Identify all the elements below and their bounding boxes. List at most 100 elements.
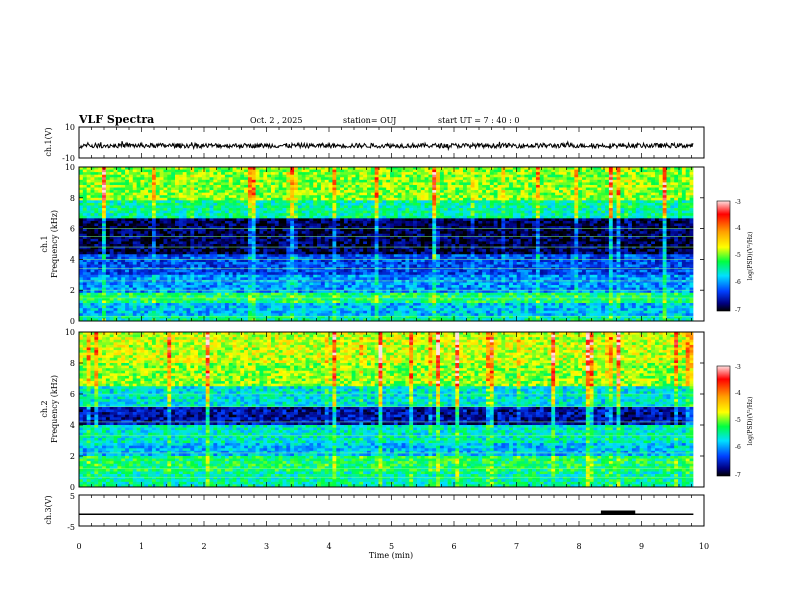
ch1-spec-cell bbox=[505, 182, 510, 186]
ch1-spec-cell bbox=[140, 231, 145, 235]
ch1-spec-cell bbox=[455, 167, 460, 170]
ch1-spec-cell bbox=[221, 220, 226, 224]
ch1-spec-cell bbox=[631, 220, 637, 224]
ch1-spec-cell bbox=[535, 205, 541, 209]
ch1-spec-cell bbox=[562, 208, 567, 211]
ch1-spec-cell bbox=[558, 174, 564, 178]
ch1-spec-cell bbox=[232, 244, 237, 247]
ch1-spec-cell bbox=[532, 233, 537, 237]
ch1-spec-cell bbox=[286, 187, 291, 191]
ch1-spec-cell bbox=[455, 210, 460, 214]
ch1-spec-cell bbox=[113, 192, 118, 196]
ch1-spec-cell bbox=[443, 200, 448, 204]
ch1-spec-cell bbox=[455, 200, 460, 204]
ch1-spec-cell bbox=[274, 167, 279, 170]
ch1-spec-cell bbox=[451, 238, 456, 242]
ch1-spec-cell bbox=[497, 187, 502, 191]
ch1-spec-cell bbox=[685, 208, 690, 211]
ch1-spec-cell bbox=[259, 187, 264, 191]
ch1-spec-cell bbox=[167, 231, 172, 235]
ch1-ytick-top: 10 bbox=[65, 123, 75, 132]
ch1-spec-cell bbox=[336, 172, 341, 175]
ch1-spec-cell bbox=[489, 179, 494, 183]
ch1-spec-cell bbox=[670, 197, 675, 201]
ch1-spec-cell bbox=[532, 187, 537, 191]
ch1-spec-cell bbox=[163, 246, 168, 250]
ch1-spec-cell bbox=[182, 197, 187, 201]
ch1-spec-cell bbox=[447, 182, 452, 186]
ch1-spec-cell bbox=[616, 169, 621, 173]
ch1-spec-cell bbox=[167, 182, 172, 186]
ch1-spec-cell bbox=[263, 177, 268, 181]
ch1-spec-cell bbox=[478, 177, 483, 181]
ch1-spec-cell bbox=[128, 226, 134, 229]
ch1-spec-cell bbox=[251, 215, 256, 219]
ch1-spec-cell bbox=[520, 182, 525, 186]
ch1-spec-cell bbox=[113, 226, 118, 229]
ch1-spec-cell bbox=[547, 241, 552, 245]
ch1-spec-cell bbox=[455, 226, 460, 229]
ch1-spec-cell bbox=[685, 172, 690, 175]
ch1-spec-cell bbox=[255, 187, 260, 191]
ch1-spec-cell bbox=[639, 205, 644, 209]
ch1-spec-cell bbox=[535, 241, 541, 245]
ch1-spec-cell bbox=[647, 231, 652, 235]
ch1-spec-cell bbox=[347, 220, 352, 224]
ch1-spec-cell bbox=[102, 184, 107, 188]
ch1-spec-cell bbox=[520, 190, 525, 193]
ch1-spec-cell bbox=[121, 246, 126, 250]
ch1-spec-cell bbox=[405, 238, 410, 242]
ch1-spec-cell bbox=[378, 208, 383, 211]
ch1-spec-cell bbox=[117, 210, 122, 214]
ch1-spec-cell bbox=[420, 177, 425, 181]
ch1-spec-cell bbox=[340, 220, 345, 224]
ch1-spec-cell bbox=[551, 218, 556, 222]
ch1-spec-cell bbox=[520, 172, 525, 175]
ch1-spec-cell bbox=[278, 213, 283, 217]
ch1-spec-cell bbox=[466, 177, 471, 181]
ch1-spec-cell bbox=[224, 182, 230, 186]
ch1-spec-cell bbox=[558, 218, 564, 222]
ch1-spec-cell bbox=[420, 172, 425, 175]
ch1-spec-cell bbox=[90, 179, 95, 183]
ch1-spec-cell bbox=[317, 233, 322, 237]
ch1-spec-cell bbox=[416, 223, 422, 227]
ch1-spec-cell bbox=[282, 208, 287, 211]
ch1-spec-cell bbox=[647, 192, 652, 196]
ch1-spec-cell bbox=[113, 169, 118, 173]
ch1-spec-cell bbox=[509, 220, 514, 224]
ch1-spec-cell bbox=[82, 233, 87, 237]
ch1-spec-cell bbox=[566, 208, 571, 211]
ch1-spec-cell bbox=[486, 208, 491, 211]
ch1-spec-cell bbox=[209, 223, 214, 227]
ch1-spec-cell bbox=[309, 233, 314, 237]
ch1-spec-cell bbox=[117, 195, 122, 199]
ch1-spec-cell bbox=[386, 228, 391, 232]
ch1-spec-cell bbox=[470, 197, 475, 201]
ch1-spec-cell bbox=[278, 197, 283, 201]
ch1-spec-cell bbox=[386, 244, 391, 247]
ch1-spec-cell bbox=[428, 195, 433, 199]
ch1-spec-cell bbox=[190, 226, 195, 229]
ch1-spec-cell bbox=[90, 169, 95, 173]
ch1-spec-cell bbox=[159, 220, 164, 224]
ch1-spec-cell bbox=[628, 228, 633, 232]
ch1-spec-cell bbox=[259, 197, 264, 201]
ch1-spec-cell bbox=[151, 202, 157, 206]
ch1-spec-cell bbox=[539, 190, 544, 193]
ch1-spec-cell bbox=[209, 236, 214, 240]
ch1-spec-cell bbox=[125, 215, 130, 219]
ch1-spec-cell bbox=[244, 179, 249, 183]
ch1-spec-cell bbox=[363, 231, 368, 235]
ch1-spec-cell bbox=[390, 197, 395, 201]
ch1-spec-cell bbox=[347, 233, 352, 237]
ch1-spec-cell bbox=[555, 202, 560, 206]
ch1-spec-cell bbox=[593, 213, 598, 217]
ch1-spec-cell bbox=[662, 179, 667, 183]
ch1-spec-cell bbox=[443, 223, 448, 227]
ch1-spec-cell bbox=[175, 228, 180, 232]
ch1-spec-cell bbox=[267, 218, 272, 222]
ch1-spec-cell bbox=[582, 187, 587, 191]
ch1-spec-cell bbox=[117, 169, 122, 173]
ch1-spec-cell bbox=[340, 202, 345, 206]
